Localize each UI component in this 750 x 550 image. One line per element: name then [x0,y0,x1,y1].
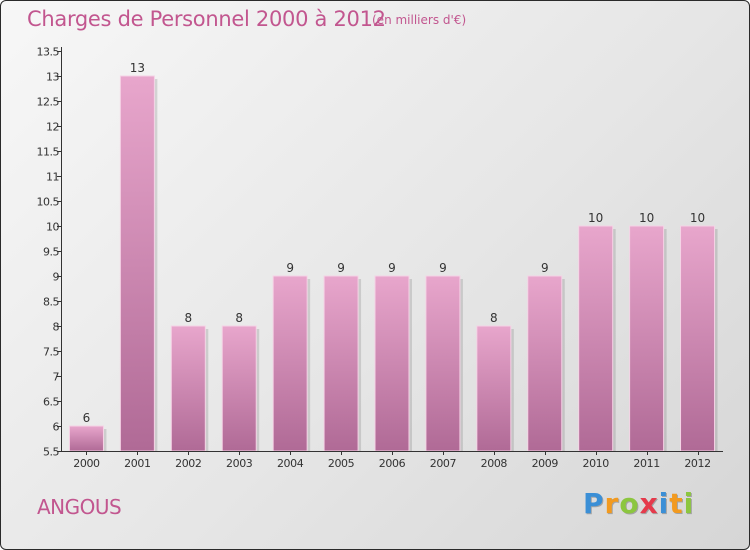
bar-2006 [374,275,410,452]
logo-letter: i [683,487,695,520]
x-tick-label: 2004 [277,457,304,470]
bar-2010 [578,225,614,452]
x-axis: 2000 2001 2002 2003 2004 2005 2006 2007 2008 2009… [61,451,723,470]
chart-subtitle: (en milliers d'€) [372,13,467,27]
y-tick-label: 12.5 [37,96,60,109]
y-tick-label: 12 [46,121,59,134]
x-tick-label: 2005 [328,457,355,470]
x-tick-label: 2001 [124,457,150,470]
y-tick-label: 11 [46,171,59,184]
bar-value-label: 13 [130,61,145,75]
y-tick-label: 13.5 [37,46,60,59]
bar-value-label: 9 [286,261,294,275]
bar-value-label: 10 [690,211,705,225]
x-tick-label: 2003 [226,457,253,470]
bars-group: 6 13 8 8 9 9 9 9 8 9 10 10 10 [68,61,718,452]
y-tick-label: 10 [46,221,59,234]
y-tick-label: 8 [53,321,60,334]
bar-2007 [425,275,461,452]
logo-letter: i [658,487,670,520]
bar-2009 [527,275,563,452]
x-tick-label: 2008 [481,457,508,470]
y-tick-label: 9.5 [43,246,59,259]
bar-2002 [170,325,206,452]
proxiti-logo: Proxiti [583,487,694,520]
x-tick-label: 2012 [684,457,710,470]
y-tick-label: 6 [53,421,60,434]
bar-2008 [476,325,512,452]
bar-value-label: 8 [184,311,192,325]
bar-2004 [272,275,308,452]
bar-2012 [680,225,716,452]
bar-value-label: 9 [541,261,549,275]
bar-value-label: 9 [388,261,396,275]
y-tick-label: 5.5 [43,446,59,459]
x-tick-label: 2002 [175,457,201,470]
logo-letter: t [669,487,684,520]
commune-name: ANGOUS [37,495,122,519]
logo-letter: r [604,487,620,520]
y-tick-label: 10.5 [37,196,60,209]
y-tick-label: 7 [53,371,60,384]
y-tick-label: 7.5 [43,346,59,359]
x-tick-label: 2006 [379,457,406,470]
bar-value-label: 10 [639,211,654,225]
x-tick-label: 2011 [633,457,659,470]
x-tick-label: 2010 [582,457,609,470]
bar-2000 [68,425,104,452]
bar-2011 [629,225,665,452]
x-tick-label: 2000 [73,457,100,470]
x-tick-label: 2009 [532,457,559,470]
logo-letter: x [639,487,659,520]
bar-value-label: 6 [83,411,91,425]
bar-2001 [119,75,155,452]
bar-value-label: 8 [490,311,498,325]
y-tick-label: 13 [46,71,59,84]
bar-value-label: 9 [337,261,345,275]
logo-letter: o [619,487,640,520]
y-tick-label: 6.5 [43,396,59,409]
bar-value-label: 10 [588,211,603,225]
y-axis: 5.5 6 6.5 7 7.5 8 8.5 9 9.5 10 10.5 11 11.5 12 12.5 13 1… [37,46,62,459]
y-tick-label: 8.5 [43,296,59,309]
chart-title: Charges de Personnel 2000 à 2012 [27,7,386,31]
bar-2003 [221,325,257,452]
bar-value-label: 8 [235,311,243,325]
y-tick-label: 9 [53,271,60,284]
bar-value-label: 9 [439,261,447,275]
logo-letter: P [583,487,605,520]
bar-2005 [323,275,359,452]
y-tick-label: 11.5 [37,146,60,159]
x-tick-label: 2007 [430,457,457,470]
